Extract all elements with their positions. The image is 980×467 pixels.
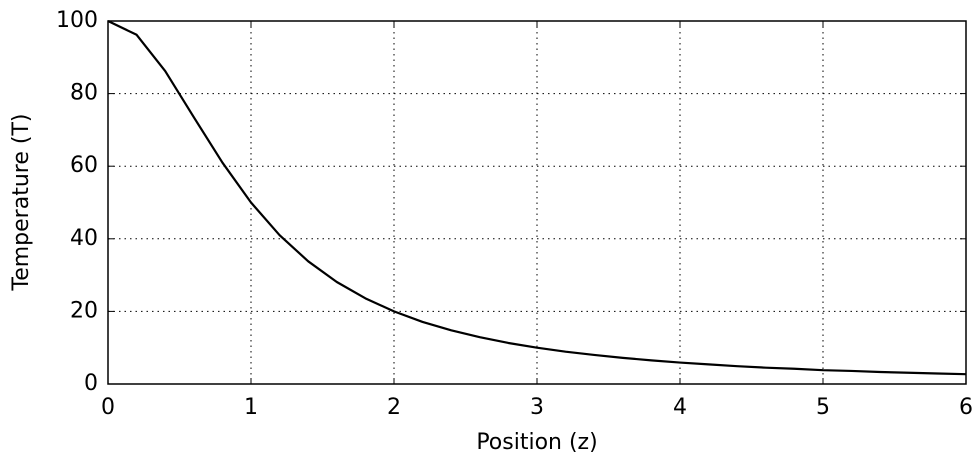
data-line: [107, 20, 967, 376]
x-axis-label: Position (z): [476, 430, 597, 455]
y-tick-label: 0: [84, 371, 98, 396]
y-tick-label: 100: [56, 8, 98, 33]
x-tick-label: 6: [959, 395, 973, 420]
y-tick-label: 60: [70, 153, 98, 178]
plot-frame: [107, 20, 967, 385]
x-tick-label: 4: [673, 395, 687, 420]
y-tick-label: 40: [70, 226, 98, 251]
y-axis-label: Temperature (T): [9, 114, 34, 292]
x-tick-label: 0: [101, 395, 115, 420]
y-tick-label: 80: [70, 81, 98, 106]
x-tick-label: 1: [244, 395, 258, 420]
x-tick-label: 3: [530, 395, 544, 420]
x-tick-label: 2: [387, 395, 401, 420]
x-tick-label: 5: [816, 395, 830, 420]
y-tick-label: 20: [70, 298, 98, 323]
